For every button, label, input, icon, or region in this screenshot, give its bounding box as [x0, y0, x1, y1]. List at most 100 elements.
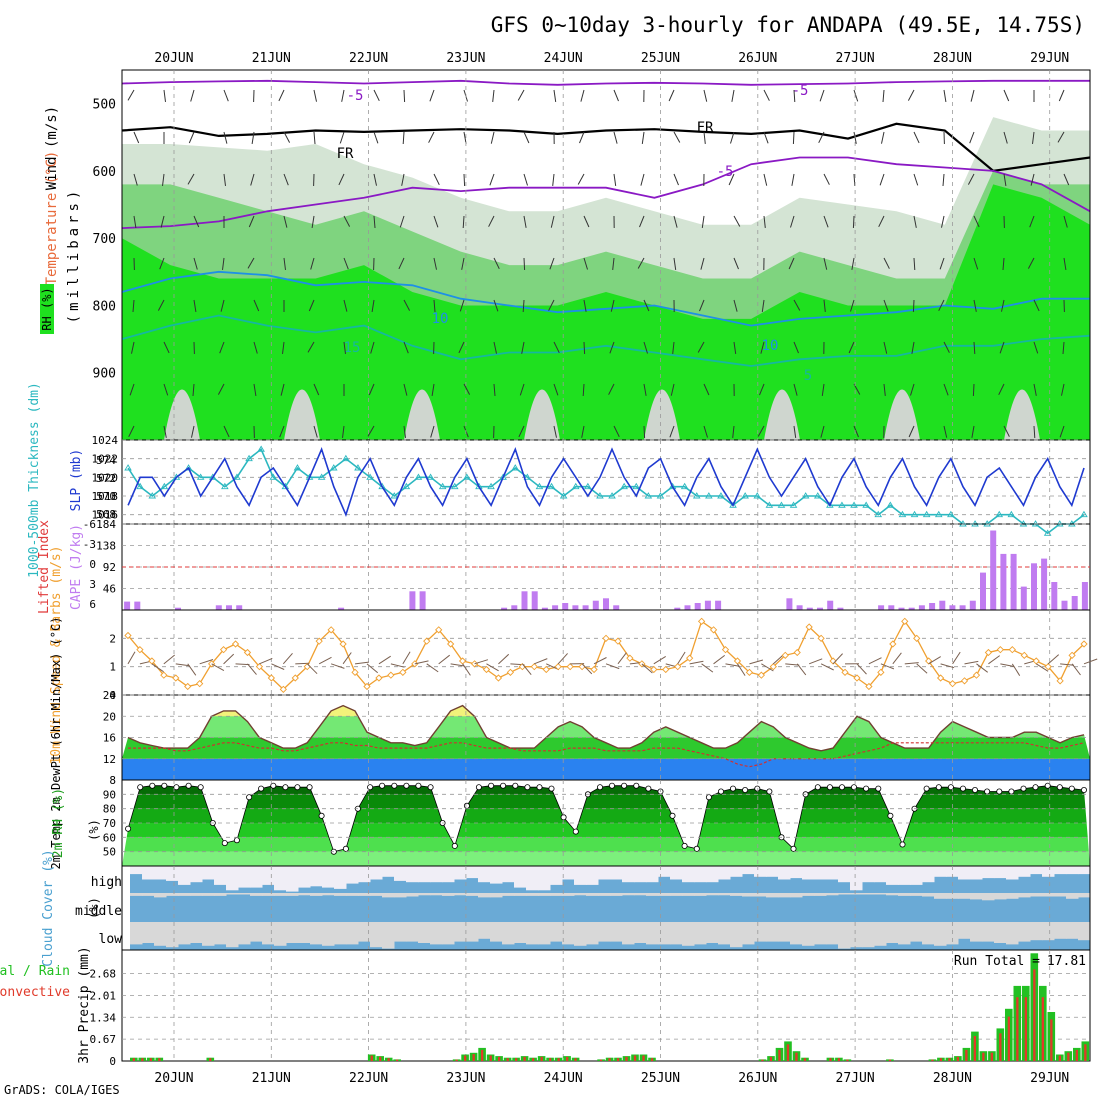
cloud-gap	[586, 922, 599, 945]
wind-barb	[1058, 89, 1065, 102]
cloud-gap	[166, 893, 179, 896]
pressure-tick-label: 700	[93, 232, 116, 247]
cape-bar	[704, 600, 711, 610]
rh-shade-band	[122, 851, 1090, 866]
cloud-gap	[994, 866, 1007, 879]
contour-label: FR	[697, 120, 714, 136]
wind-barb	[403, 299, 411, 311]
wind-barb	[553, 341, 560, 354]
cape-bar	[827, 600, 834, 610]
cloud-gap	[814, 866, 827, 880]
cloud-gap	[802, 893, 815, 896]
wind-barb	[517, 89, 525, 101]
temp-base-band	[122, 758, 1090, 780]
rh-marker	[125, 825, 132, 832]
rh-marker	[839, 784, 846, 791]
cloud-gap	[454, 893, 467, 896]
rh-marker	[475, 784, 482, 791]
cloud-gap	[202, 893, 215, 896]
surface-wind-barb	[259, 657, 273, 665]
precip-legend-total: Total / Rain	[0, 964, 70, 979]
wind-speed-marker	[769, 663, 777, 671]
wind-barb	[728, 173, 735, 186]
temp-tick-label: 16	[103, 732, 116, 745]
wind-barb	[853, 425, 859, 438]
cloud-gap	[1054, 866, 1067, 875]
cloud-gap	[382, 922, 395, 949]
cloud-gap	[142, 922, 155, 943]
wind-speed-marker	[542, 665, 550, 674]
cloud-gap	[742, 922, 755, 945]
precip-conv-bar	[464, 1055, 467, 1061]
cloud-gap	[466, 893, 479, 896]
wind-barb	[463, 383, 471, 395]
cloud-gap	[670, 922, 683, 945]
wind-speed-marker	[721, 646, 730, 654]
wind-barb	[283, 257, 286, 270]
wind-barb	[343, 299, 348, 312]
cloud-gap	[718, 922, 731, 945]
wind-barb	[583, 341, 586, 355]
rh-marker	[705, 794, 712, 801]
wind-barb	[697, 341, 705, 353]
cape-bar	[236, 605, 243, 610]
rh-marker	[887, 812, 894, 819]
cape-bar	[918, 605, 925, 610]
cloud-gap	[442, 866, 455, 883]
wind-barb	[190, 89, 195, 102]
thickness-marker	[463, 473, 471, 480]
cloud-gap	[466, 922, 479, 942]
surface-wind-barb	[1060, 663, 1075, 666]
wind-axis-label: Wind (m/s)	[44, 106, 60, 190]
rh-marker	[899, 841, 906, 848]
wind-barb	[577, 173, 585, 185]
thickness-marker	[208, 473, 217, 480]
cloud-gap	[154, 866, 167, 880]
wind-barb	[160, 215, 165, 228]
cloud-gap	[286, 866, 299, 892]
wind-speed-marker	[1080, 640, 1088, 648]
rh-marker	[342, 845, 349, 852]
contour-label: 10	[762, 338, 779, 354]
rh-dry-pocket	[164, 389, 200, 440]
contour-label: -5	[792, 83, 809, 99]
precip-conv-bar	[515, 1058, 518, 1061]
wind-barb	[313, 425, 318, 438]
cloud-gap	[130, 893, 143, 896]
wind-barb	[731, 89, 735, 102]
cloud-gap	[394, 922, 407, 942]
wind-barb	[492, 89, 495, 102]
wind-speed-marker	[530, 663, 538, 671]
cloud-gap	[346, 893, 359, 896]
cloud-gap	[634, 922, 647, 943]
cape-bar	[409, 591, 416, 610]
slp-labels: 1000-500mb Thickness (dm) SLP (mb)	[27, 382, 84, 578]
rh2m-axis-label: 2m RH (%)	[51, 788, 66, 858]
cloud-gap	[802, 866, 815, 880]
wind-speed-marker	[267, 674, 276, 682]
thickness-tick-label: 570	[96, 490, 116, 503]
wind-barb	[911, 341, 915, 354]
temp-contour	[121, 79, 1090, 86]
wind-barb	[402, 131, 405, 145]
top-date-label: 20JUN	[154, 51, 193, 66]
cape-bar	[817, 607, 823, 610]
wind-barb	[1032, 131, 1035, 144]
top-date-label: 25JUN	[641, 51, 680, 66]
cloud-gap	[514, 866, 527, 888]
wind-speed-marker	[566, 663, 574, 671]
precip-conv-bar	[472, 1054, 475, 1061]
wind-barb	[311, 215, 315, 228]
wind-speed-marker	[219, 646, 228, 654]
cloud-gap	[190, 922, 203, 943]
cloud-gap	[358, 922, 371, 942]
li-tick-label: 3	[89, 578, 96, 591]
rh-marker	[633, 782, 640, 789]
surface-wind-barb	[151, 663, 164, 673]
wind-barb	[967, 173, 975, 185]
cape-bar	[338, 607, 345, 610]
cloud-gap	[178, 866, 191, 885]
wind-barb	[343, 341, 346, 354]
thickness-marker	[608, 492, 616, 499]
rh-marker	[282, 784, 289, 791]
